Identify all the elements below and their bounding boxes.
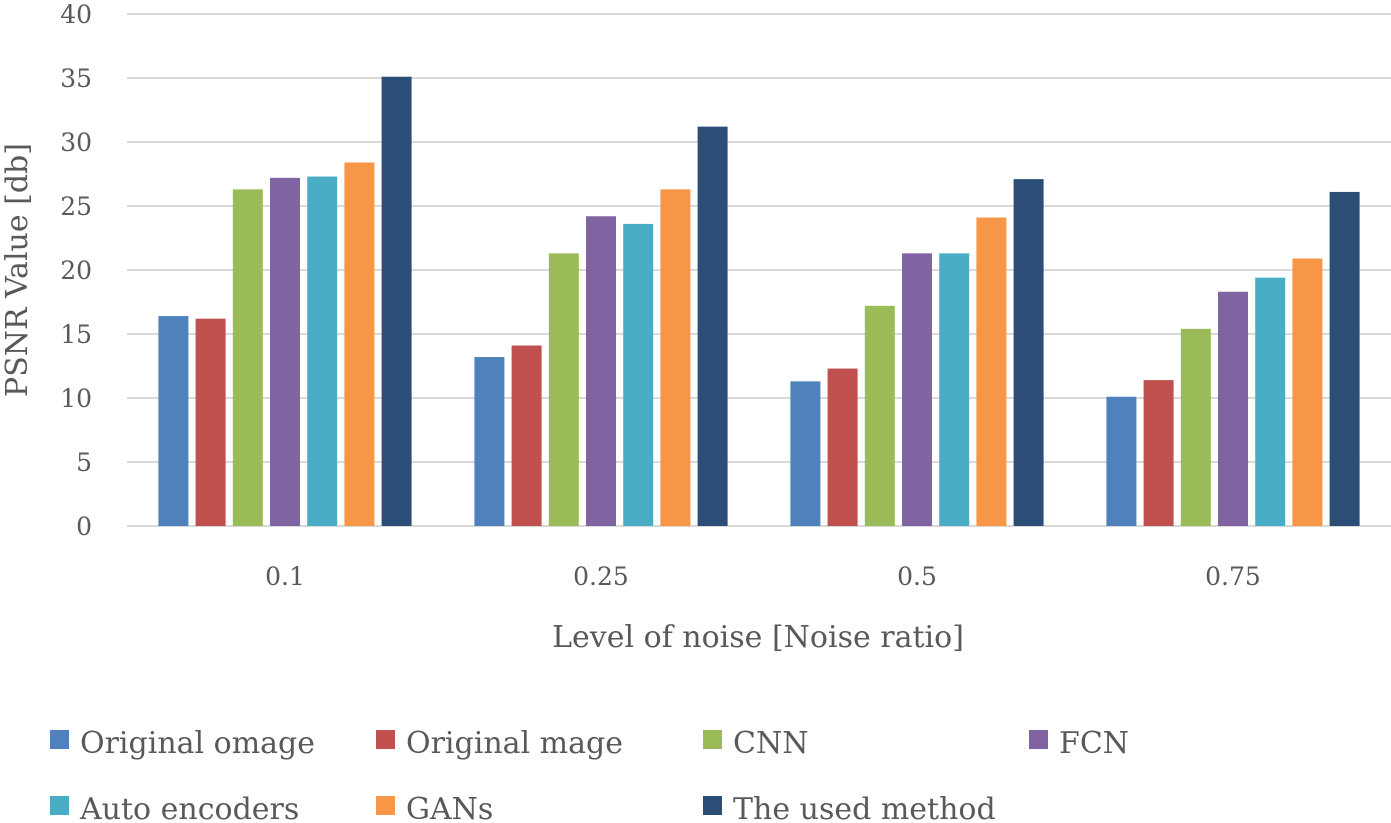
legend-label: FCN: [1059, 726, 1129, 761]
legend-swatch: [50, 730, 69, 749]
y-tick-label: 30: [60, 128, 92, 157]
bar: [939, 253, 970, 527]
bars: [158, 76, 1360, 527]
legend-label: Original mage: [406, 726, 623, 761]
y-tick-label: 20: [60, 256, 92, 285]
bar: [474, 357, 505, 526]
y-tick-label: 35: [60, 64, 92, 93]
bar: [697, 126, 728, 526]
bar: [976, 217, 1007, 526]
legend-swatch: [376, 796, 395, 815]
legend-label: The used method: [733, 792, 996, 823]
y-tick-label: 10: [60, 384, 92, 413]
legend: Original omage Original mage CNN FCN Auto en…: [50, 726, 1129, 823]
y-tick-label: 40: [60, 0, 92, 29]
bar: [511, 345, 542, 526]
x-tick-label: 0.75: [1205, 562, 1261, 591]
bar: [1013, 179, 1044, 526]
bar: [158, 316, 189, 526]
legend-label: Original omage: [80, 726, 315, 761]
y-tick-label: 15: [60, 320, 92, 349]
gridlines: [127, 13, 1391, 527]
legend-label: CNN: [733, 726, 808, 761]
bar: [1143, 380, 1174, 526]
legend-swatch: [1029, 730, 1048, 749]
bar: [1180, 328, 1211, 526]
bar: [1292, 258, 1323, 526]
x-tick-labels: 0.1 0.25 0.5 0.75: [265, 562, 1261, 591]
bar: [195, 318, 226, 526]
bar: [1255, 277, 1286, 526]
legend-swatch: [376, 730, 395, 749]
y-tick-labels: 0 5 10 15 20 25 30 35 40: [60, 0, 92, 541]
bar: [307, 176, 338, 526]
bar: [864, 305, 895, 526]
bar: [1106, 396, 1137, 526]
x-tick-label: 0.5: [897, 562, 937, 591]
y-tick-label: 5: [76, 448, 92, 477]
bar: [1329, 191, 1360, 527]
bar: [660, 189, 691, 527]
bar: [623, 223, 654, 527]
bar: [902, 253, 932, 527]
bar: [344, 162, 375, 527]
bar: [586, 216, 616, 527]
x-tick-label: 0.25: [573, 562, 629, 591]
y-tick-label: 0: [76, 512, 92, 541]
x-axis-title: Level of noise [Noise ratio]: [552, 620, 964, 655]
legend-label: Auto encoders: [79, 792, 299, 823]
bar: [548, 253, 579, 527]
legend-swatch: [50, 796, 69, 815]
bar: [381, 76, 412, 526]
y-axis-title: PSNR Value [db]: [0, 143, 35, 397]
x-tick-label: 0.1: [265, 562, 305, 591]
bar: [790, 381, 821, 526]
y-tick-label: 25: [60, 192, 92, 221]
bar: [1218, 291, 1248, 526]
bar: [827, 368, 858, 526]
bar: [270, 177, 300, 526]
legend-swatch: [703, 796, 722, 815]
legend-swatch: [703, 730, 722, 749]
legend-label: GANs: [406, 792, 493, 823]
bar: [232, 189, 263, 527]
